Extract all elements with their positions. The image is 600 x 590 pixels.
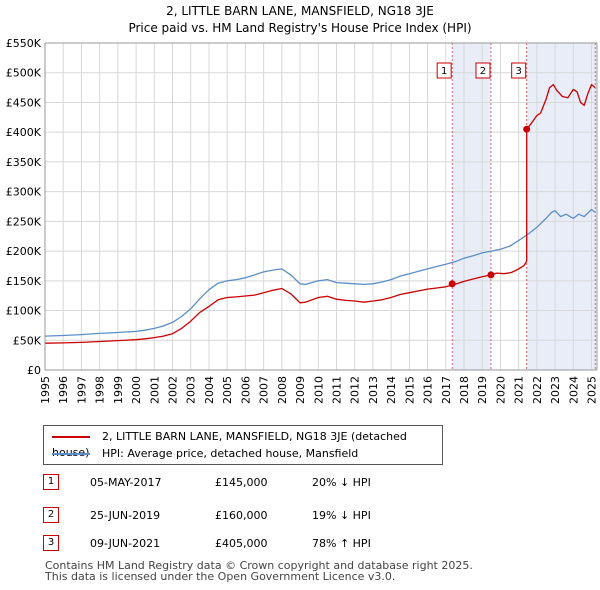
x-tick-label: 2003 [185, 376, 198, 404]
x-tick-label: 2006 [239, 376, 252, 404]
legend-item-hpi: HPI: Average price, detached house, Mans… [52, 446, 358, 462]
x-tick-label: 2002 [167, 376, 180, 404]
x-tick-label: 1999 [112, 376, 125, 404]
y-tick-label: £550K [6, 37, 42, 50]
x-tick-label: 2013 [367, 376, 380, 404]
x-tick-label: 1998 [94, 376, 107, 404]
transaction-number-badge: 3 [43, 535, 59, 551]
sale-number-label: 1 [441, 66, 447, 77]
transaction-date: 09-JUN-2021 [90, 537, 161, 550]
x-tick-label: 2020 [494, 376, 507, 404]
transaction-hpi-delta: 19% ↓ HPI [312, 509, 371, 522]
sale-number-box [475, 62, 491, 79]
x-tick-label: 2011 [330, 376, 343, 404]
x-tick-label: 2014 [385, 376, 398, 404]
x-tick-label: 2005 [221, 376, 234, 404]
x-tick-label: 2018 [458, 376, 471, 404]
y-tick-label: £350K [6, 156, 42, 169]
x-tick-label: 2025 [586, 376, 599, 404]
legend-swatch-hpi [52, 453, 90, 455]
x-tick-label: 2016 [422, 376, 435, 404]
transaction-date: 25-JUN-2019 [90, 509, 161, 522]
chart-subtitle: Price paid vs. HM Land Registry's House … [128, 21, 471, 35]
x-tick-label: 2009 [294, 376, 307, 404]
legend-item-property: 2, LITTLE BARN LANE, MANSFIELD, NG18 3JE… [52, 429, 442, 459]
sale-point [448, 280, 456, 288]
legend-label-property: 2, LITTLE BARN LANE, MANSFIELD, NG18 3JE… [52, 430, 407, 459]
x-tick-label: 2012 [349, 376, 362, 404]
footer-line-1: Contains HM Land Registry data © Crown c… [45, 559, 473, 572]
price-chart: 2, LITTLE BARN LANE, MANSFIELD, NG18 3JE… [6, 4, 599, 404]
transaction-price: £160,000 [215, 509, 268, 522]
transaction-hpi-delta: 78% ↑ HPI [312, 537, 371, 550]
transaction-price: £145,000 [215, 476, 268, 489]
y-tick-label: £500K [6, 67, 42, 80]
transaction-number-badge: 1 [43, 474, 59, 490]
sale-point [523, 125, 531, 133]
hpi-series-line [44, 208, 596, 337]
x-tick-label: 2019 [476, 376, 489, 404]
x-tick-label: 2015 [403, 376, 416, 404]
x-tick-label: 1995 [39, 376, 52, 404]
sale-number-label: 2 [480, 66, 486, 77]
sale-number-box [436, 62, 452, 79]
sale-number-label: 3 [515, 66, 521, 77]
y-tick-label: £50K [13, 334, 42, 347]
x-tick-label: 1996 [57, 376, 70, 404]
y-tick-label: £150K [6, 275, 42, 288]
transaction-hpi-delta: 20% ↓ HPI [312, 476, 371, 489]
y-tick-label: £200K [6, 245, 42, 258]
x-tick-label: 2000 [130, 376, 143, 404]
legend-swatch-property [52, 436, 90, 438]
x-tick-label: 2008 [276, 376, 289, 404]
y-tick-label: £250K [6, 215, 42, 228]
x-tick-label: 2017 [440, 376, 453, 404]
y-tick-label: £100K [6, 305, 42, 318]
y-tick-label: £300K [6, 186, 42, 199]
x-tick-label: 2021 [513, 376, 526, 404]
y-tick-label: £450K [6, 96, 42, 109]
y-tick-label: £400K [6, 126, 42, 139]
sale-point [487, 271, 495, 279]
transaction-price: £405,000 [215, 537, 268, 550]
x-tick-label: 2022 [531, 376, 544, 404]
shaded-span [526, 43, 597, 370]
transaction-row: 1 05-MAY-2017 £145,000 20% ↓ HPI [43, 473, 563, 493]
x-tick-label: 2004 [203, 376, 216, 404]
chart-legend: 2, LITTLE BARN LANE, MANSFIELD, NG18 3JE… [43, 425, 443, 465]
shaded-span [452, 43, 491, 370]
property-price-line [44, 83, 596, 344]
x-tick-label: 2010 [312, 376, 325, 404]
x-tick-label: 1997 [75, 376, 88, 404]
chart-title: 2, LITTLE BARN LANE, MANSFIELD, NG18 3JE [166, 4, 434, 18]
plot-frame [44, 42, 598, 371]
y-tick-label: £0 [27, 364, 41, 377]
copyright-footer: Contains HM Land Registry data © Crown c… [45, 560, 473, 582]
x-tick-label: 2023 [549, 376, 562, 404]
sale-number-box [511, 62, 527, 79]
transaction-row: 3 09-JUN-2021 £405,000 78% ↑ HPI [43, 534, 563, 554]
x-tick-label: 2001 [148, 376, 161, 404]
legend-label-hpi: HPI: Average price, detached house, Mans… [102, 447, 359, 460]
plot-background [45, 43, 597, 370]
x-tick-label: 2024 [567, 376, 580, 404]
transaction-number-badge: 2 [43, 507, 59, 523]
footer-line-2: This data is licensed under the Open Gov… [45, 570, 396, 583]
x-tick-label: 2007 [258, 376, 271, 404]
transaction-date: 05-MAY-2017 [90, 476, 162, 489]
transaction-row: 2 25-JUN-2019 £160,000 19% ↓ HPI [43, 506, 563, 526]
